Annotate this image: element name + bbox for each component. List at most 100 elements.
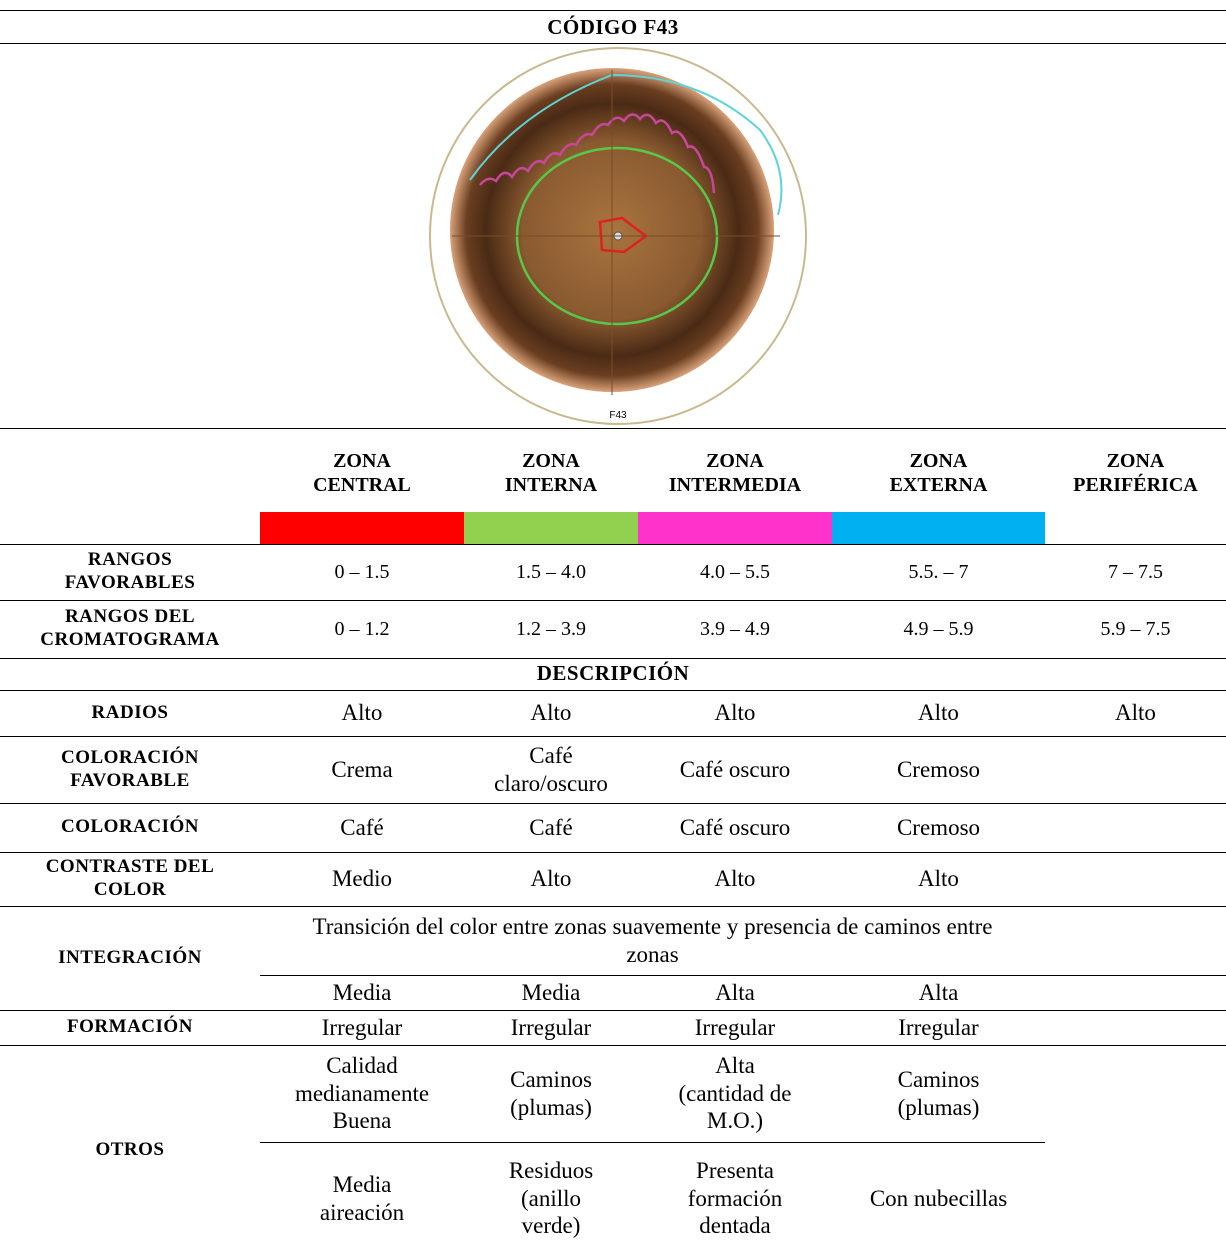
zone-header-text: ZONA EXTERNA (889, 450, 988, 496)
cell-value-text: Alta (918, 979, 959, 1005)
outer-zone-line (469, 73, 783, 216)
cell-value-text: Cremoso (896, 756, 981, 782)
cell-value: Alto (260, 690, 464, 736)
section-heading: DESCRIPCIÓN (0, 658, 1226, 690)
range-value: 0 – 1.5 (260, 544, 464, 600)
rule (260, 975, 1226, 976)
cell-value-text: Alto (341, 700, 383, 726)
cell-value: Irregular (260, 1010, 464, 1045)
cell-value: Alta (cantidad de M.O.) (638, 1045, 832, 1142)
cell-value-text: Café (340, 814, 384, 840)
rule (0, 544, 1226, 545)
range-value-text: 7 – 7.5 (1108, 561, 1163, 583)
range-value-text: 4.0 – 5.5 (700, 561, 770, 583)
zone-color (260, 512, 464, 544)
cell-value-text: Alto (530, 866, 572, 892)
cell-value: Alto (638, 852, 832, 906)
cell-value-text: Residuos (anillo verde) (508, 1158, 594, 1239)
cell-value-text: Café (529, 814, 573, 840)
cell-value-text: Alta (715, 979, 755, 1005)
zone-header: ZONA EXTERNA (832, 436, 1045, 510)
integration-text-text: Transición del color entre zonas suaveme… (312, 913, 993, 967)
cell-value-text: Calidad medianamente Buena (294, 1053, 430, 1134)
cell-value: Alto (464, 690, 638, 736)
title: CÓDIGO F43 (0, 12, 1226, 44)
range-value-text: 4.9 – 5.9 (903, 618, 974, 640)
row-label-text: CONTRASTE DEL COLOR (45, 856, 215, 900)
zone-header: ZONA CENTRAL (260, 436, 464, 510)
cell-value-text: Café oscuro (679, 814, 791, 840)
rule (0, 852, 1226, 853)
rule (0, 803, 1226, 804)
range-value: 5.5. – 7 (832, 544, 1045, 600)
cell-value: Cremoso (832, 803, 1045, 852)
range-value: 1.2 – 3.9 (464, 600, 638, 658)
cell-value-text: Media aireación (319, 1171, 405, 1225)
cell-value-text: Irregular (694, 1014, 776, 1040)
rule (260, 1142, 1045, 1143)
cell-value-text: Irregular (898, 1014, 979, 1040)
cell-value-text: Irregular (321, 1014, 403, 1040)
range-value-text: 5.5. – 7 (908, 561, 969, 583)
row-label: CONTRASTE DEL COLOR (0, 852, 260, 906)
cell-value-text: Alto (714, 866, 756, 892)
cell-value: Media (464, 975, 638, 1010)
zone-header-text: ZONA INTERNA (504, 450, 598, 496)
cell-value: Caminos (plumas) (464, 1045, 638, 1142)
rule (0, 428, 1226, 429)
row-label: RADIOS (0, 690, 260, 736)
zone-header-text: ZONA PERIFÉRICA (1073, 450, 1198, 496)
row-label-text: RANGOS DEL CROMATOGRAMA (40, 606, 220, 650)
range-value: 4.0 – 5.5 (638, 544, 832, 600)
range-value: 1.5 – 4.0 (464, 544, 638, 600)
cell-value: Crema (260, 736, 464, 803)
range-value: 3.9 – 4.9 (638, 600, 832, 658)
cell-value: Café oscuro (638, 736, 832, 803)
cell-value: Residuos (anillo verde) (464, 1142, 638, 1242)
cell-value-text: Alta (cantidad de M.O.) (678, 1053, 792, 1134)
zone-header: ZONA PERIFÉRICA (1045, 436, 1226, 510)
cell-value-text: Caminos (plumas) (897, 1066, 980, 1120)
range-value: 4.9 – 5.9 (832, 600, 1045, 658)
range-value-text: 1.2 – 3.9 (516, 618, 586, 640)
cell-value: Irregular (464, 1010, 638, 1045)
range-value: 7 – 7.5 (1045, 544, 1226, 600)
cell-value: Caminos (plumas) (832, 1045, 1045, 1142)
cell-value: Media aireación (260, 1142, 464, 1242)
central-zone-line (598, 216, 649, 254)
zone-header-text: ZONA INTERMEDIA (668, 450, 802, 496)
section-heading-text: DESCRIPCIÓN (536, 661, 690, 686)
cell-value: Con nubecillas (832, 1142, 1045, 1242)
range-value: 0 – 1.2 (260, 600, 464, 658)
cell-value: Calidad medianamente Buena (260, 1045, 464, 1142)
row-label: COLORACIÓN FAVORABLE (0, 736, 260, 803)
cell-value: Café claro/oscuro (464, 736, 638, 803)
cell-value-text: Alto (530, 700, 572, 726)
cell-value: Alta (638, 975, 832, 1010)
row-label: RANGOS FAVORABLES (0, 544, 260, 600)
cell-value-text: Café claro/oscuro (494, 742, 608, 796)
chromatogram: F43 (429, 47, 807, 425)
cell-value-text: Presenta formación dentada (687, 1158, 783, 1239)
cell-value: Irregular (832, 1010, 1045, 1045)
rule (0, 600, 1226, 601)
range-value: 5.9 – 7.5 (1045, 600, 1226, 658)
rule (0, 690, 1226, 691)
cell-value: Media (260, 975, 464, 1010)
cell-value: Café (464, 803, 638, 852)
zone-header: ZONA INTERNA (464, 436, 638, 510)
cell-value: Medio (260, 852, 464, 906)
range-value-text: 0 – 1.2 (334, 618, 390, 640)
row-label: OTROS (0, 1045, 260, 1242)
row-label-text: OTROS (95, 1138, 165, 1160)
title-text: CÓDIGO F43 (547, 15, 679, 40)
row-label-text: COLORACIÓN FAVORABLE (60, 746, 199, 791)
cell-value: Alto (1045, 690, 1226, 736)
cell-value-text: Alto (918, 700, 959, 726)
cell-value: Irregular (638, 1010, 832, 1045)
row-label: RANGOS DEL CROMATOGRAMA (0, 600, 260, 658)
rule (0, 736, 1226, 737)
cell-value-text: Irregular (510, 1014, 592, 1040)
intermediate-zone-line (479, 113, 716, 194)
